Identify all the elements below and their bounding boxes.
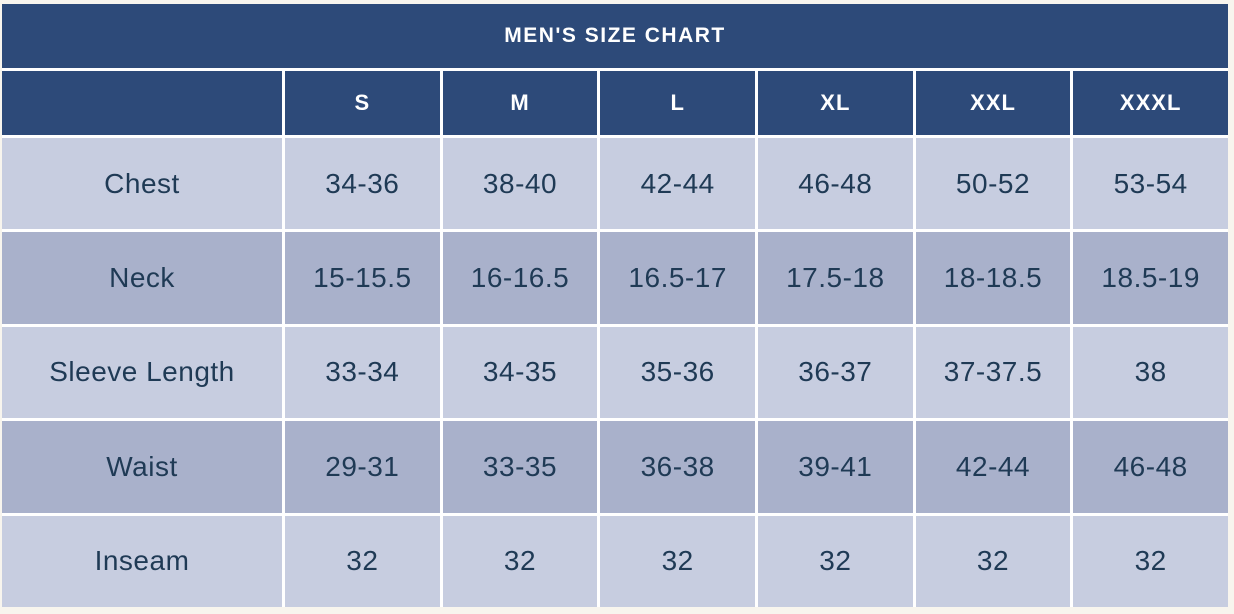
column-header-xxl: XXL	[915, 71, 1071, 135]
cell-chest-s: 34-36	[285, 138, 440, 230]
cell-inseam-xxl: 32	[915, 515, 1071, 607]
cell-inseam-m: 32	[442, 515, 598, 607]
row-label-chest: Chest	[2, 138, 282, 230]
cell-waist-l: 36-38	[600, 421, 755, 513]
cell-chest-l: 42-44	[600, 138, 755, 230]
cell-chest-xxxl: 53-54	[1073, 138, 1228, 230]
cell-inseam-xxxl: 32	[1073, 515, 1228, 607]
cell-chest-m: 38-40	[442, 138, 598, 230]
row-label-waist: Waist	[2, 421, 282, 513]
column-header-xl: XL	[758, 71, 913, 135]
row-label-inseam: Inseam	[2, 515, 282, 607]
cell-sleeve-l: 35-36	[600, 326, 755, 419]
column-header-xxxl: XXXL	[1073, 71, 1228, 135]
cell-sleeve-m: 34-35	[442, 326, 598, 419]
column-header-m: M	[442, 71, 598, 135]
column-header-l: L	[600, 71, 755, 135]
cell-neck-xxl: 18-18.5	[915, 232, 1071, 324]
cell-waist-m: 33-35	[442, 421, 598, 513]
cell-neck-l: 16.5-17	[600, 232, 755, 324]
cell-neck-m: 16-16.5	[442, 232, 598, 324]
cell-waist-xxxl: 46-48	[1073, 421, 1228, 513]
row-label-sleeve-length: Sleeve Length	[2, 326, 282, 419]
cell-inseam-l: 32	[600, 515, 755, 607]
row-label-neck: Neck	[2, 232, 282, 324]
cell-chest-xxl: 50-52	[915, 138, 1071, 230]
cell-sleeve-xxl: 37-37.5	[915, 326, 1071, 419]
cell-chest-xl: 46-48	[758, 138, 913, 230]
cell-neck-xl: 17.5-18	[758, 232, 913, 324]
cell-inseam-s: 32	[285, 515, 440, 607]
cell-waist-s: 29-31	[285, 421, 440, 513]
cell-sleeve-xxxl: 38	[1073, 326, 1228, 419]
mens-size-chart-table: MEN'S SIZE CHART S M L XL XXL XXXL Chest…	[2, 4, 1228, 607]
cell-waist-xl: 39-41	[758, 421, 913, 513]
cell-sleeve-s: 33-34	[285, 326, 440, 419]
cell-neck-xxxl: 18.5-19	[1073, 232, 1228, 324]
cell-sleeve-xl: 36-37	[758, 326, 913, 419]
corner-cell	[2, 71, 282, 135]
table-title: MEN'S SIZE CHART	[2, 4, 1228, 68]
cell-neck-s: 15-15.5	[285, 232, 440, 324]
cell-inseam-xl: 32	[758, 515, 913, 607]
cell-waist-xxl: 42-44	[915, 421, 1071, 513]
column-header-s: S	[285, 71, 440, 135]
